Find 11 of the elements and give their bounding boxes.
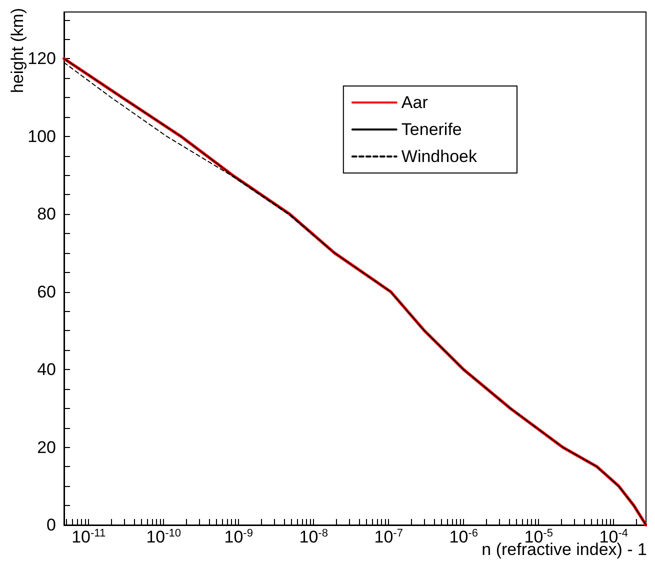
legend-label: Tenerife [401, 120, 462, 139]
y-tick-label: 40 [37, 360, 56, 380]
y-tick-label: 20 [37, 438, 56, 457]
y-axis-title: height (km) [8, 8, 27, 94]
y-tick-label: 120 [28, 49, 56, 68]
y-tick-label: 60 [37, 282, 56, 302]
legend-label: Aar [401, 93, 428, 112]
y-tick-label: 80 [37, 204, 56, 224]
legend-label: Windhoek [401, 147, 478, 166]
y-tick-label: 100 [28, 126, 56, 146]
y-tick-label: 0 [46, 516, 56, 534]
